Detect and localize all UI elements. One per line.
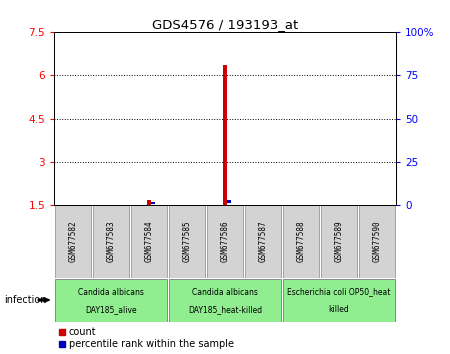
Bar	[321, 205, 357, 278]
Text: GSM677590: GSM677590	[373, 221, 382, 262]
Bar	[93, 205, 129, 278]
Text: DAY185_alive: DAY185_alive	[85, 305, 137, 314]
Bar	[223, 65, 227, 205]
Bar	[131, 205, 167, 278]
Text: GSM677584: GSM677584	[144, 221, 153, 262]
Text: GSM677586: GSM677586	[220, 221, 230, 262]
Bar	[151, 202, 155, 204]
Bar	[147, 200, 151, 205]
Text: Candida albicans: Candida albicans	[192, 287, 258, 297]
Text: Escherichia coli OP50_heat: Escherichia coli OP50_heat	[287, 287, 391, 297]
Text: GSM677585: GSM677585	[183, 221, 192, 262]
Text: Candida albicans: Candida albicans	[78, 287, 144, 297]
Bar	[283, 279, 395, 322]
Bar	[55, 279, 167, 322]
Text: GSM677582: GSM677582	[68, 221, 77, 262]
Bar	[283, 205, 319, 278]
Bar	[207, 205, 243, 278]
Bar	[359, 205, 395, 278]
Legend: count, percentile rank within the sample: count, percentile rank within the sample	[59, 327, 234, 349]
Text: GSM677588: GSM677588	[297, 221, 306, 262]
Bar	[227, 200, 231, 203]
Text: DAY185_heat-killed: DAY185_heat-killed	[188, 305, 262, 314]
Text: infection: infection	[4, 295, 47, 305]
Text: GSM677583: GSM677583	[107, 221, 116, 262]
Bar	[169, 205, 205, 278]
Text: GSM677589: GSM677589	[334, 221, 343, 262]
Text: GSM677587: GSM677587	[258, 221, 267, 262]
Bar	[245, 205, 281, 278]
Text: killed: killed	[328, 305, 349, 314]
Bar	[55, 205, 91, 278]
Title: GDS4576 / 193193_at: GDS4576 / 193193_at	[152, 18, 298, 31]
Bar	[169, 279, 281, 322]
